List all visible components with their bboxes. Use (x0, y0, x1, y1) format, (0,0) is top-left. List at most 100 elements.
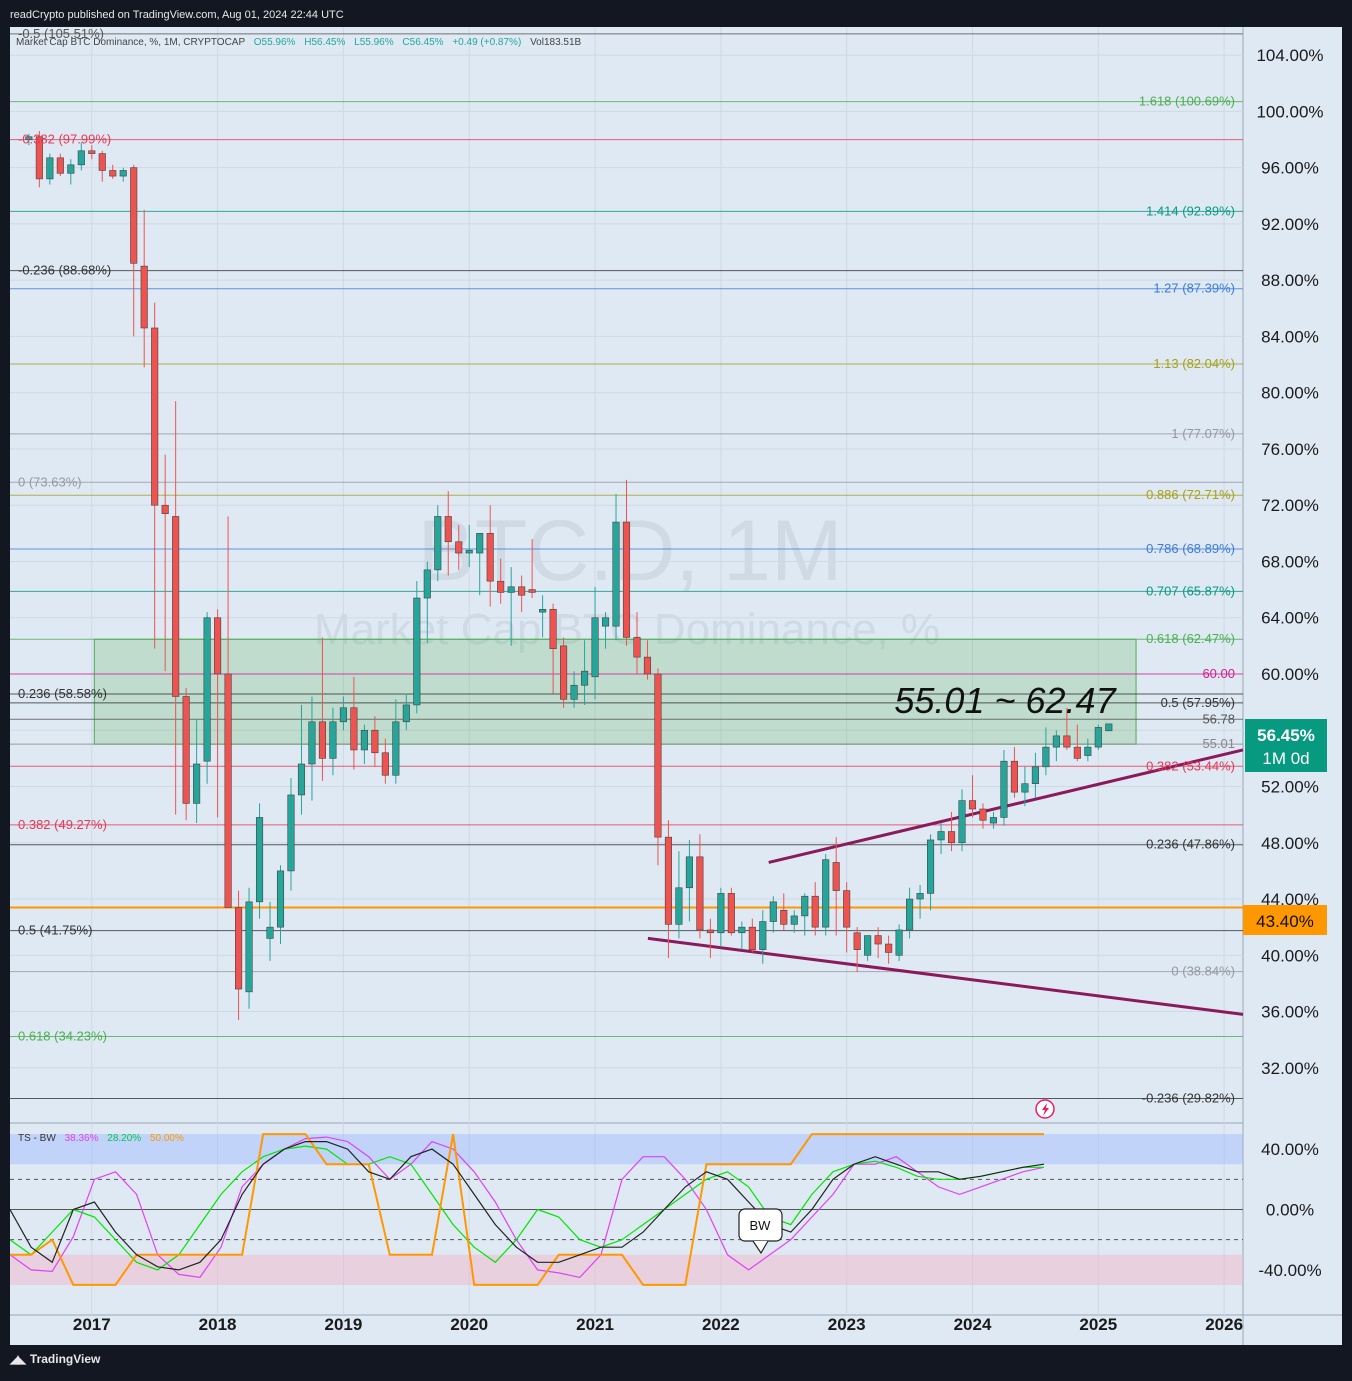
candle[interactable] (947, 811, 956, 852)
candle[interactable] (1063, 707, 1071, 750)
candle[interactable] (895, 924, 903, 961)
candle[interactable] (989, 811, 998, 829)
candle[interactable] (811, 882, 819, 936)
candle[interactable] (497, 558, 505, 604)
candle[interactable] (402, 693, 410, 731)
candle[interactable] (455, 524, 463, 570)
candle[interactable] (172, 401, 180, 815)
candle[interactable] (193, 718, 201, 824)
candle[interactable] (130, 164, 138, 337)
candle[interactable] (1042, 727, 1050, 776)
candle[interactable] (392, 699, 400, 784)
candle[interactable] (801, 893, 809, 936)
candle[interactable] (664, 820, 672, 959)
candle[interactable] (46, 153, 54, 185)
candle[interactable] (25, 133, 33, 146)
candle[interactable] (738, 921, 746, 950)
candle[interactable] (109, 164, 117, 179)
candle[interactable] (255, 803, 264, 919)
candle[interactable] (937, 823, 945, 855)
candle[interactable] (675, 851, 683, 939)
candle[interactable] (906, 887, 914, 939)
candle[interactable] (727, 887, 735, 936)
candle[interactable] (685, 839, 693, 922)
candle[interactable] (581, 640, 589, 705)
candle[interactable] (769, 896, 777, 933)
candle[interactable] (570, 671, 578, 708)
candle[interactable] (717, 887, 725, 947)
bolt-alert-icon[interactable] (1035, 1099, 1055, 1119)
candle[interactable] (1052, 730, 1060, 762)
candle[interactable] (507, 567, 515, 646)
candle[interactable] (276, 865, 285, 945)
candle[interactable] (371, 716, 379, 767)
candle[interactable] (759, 910, 767, 964)
candle[interactable] (140, 209, 148, 368)
candle[interactable] (98, 150, 106, 182)
candle[interactable] (56, 153, 64, 177)
candle[interactable] (1010, 747, 1018, 798)
candle[interactable] (1031, 752, 1039, 798)
candle[interactable] (77, 142, 85, 171)
candle[interactable] (1105, 723, 1113, 732)
candle[interactable] (266, 901, 274, 961)
candle[interactable] (1084, 738, 1092, 762)
candle[interactable] (874, 927, 882, 959)
candle[interactable] (339, 696, 347, 731)
candle[interactable] (832, 837, 840, 936)
candle[interactable] (780, 893, 788, 930)
candle[interactable] (318, 637, 326, 781)
candle[interactable] (979, 803, 987, 829)
candle[interactable] (790, 910, 798, 933)
chart-svg[interactable]: BTC.D, 1M Market Cap BTC Dominance, % -0… (9, 26, 1342, 1345)
candle[interactable] (643, 640, 652, 680)
candle[interactable] (287, 778, 295, 891)
candle[interactable] (88, 145, 96, 160)
candle[interactable] (864, 935, 872, 961)
candle[interactable] (297, 704, 306, 815)
candle[interactable] (958, 789, 966, 852)
candle[interactable] (612, 493, 620, 641)
trendline-lower[interactable] (647, 936, 1244, 1016)
candle[interactable] (350, 676, 358, 770)
candle[interactable] (654, 668, 662, 866)
candle[interactable] (434, 505, 442, 582)
candle[interactable] (119, 167, 127, 182)
candle[interactable] (203, 612, 211, 784)
candle[interactable] (706, 918, 714, 959)
candle[interactable] (633, 612, 641, 674)
candle[interactable] (245, 887, 253, 1009)
candle[interactable] (182, 688, 190, 821)
candle[interactable] (885, 935, 893, 964)
candle[interactable] (465, 524, 473, 568)
candle[interactable] (308, 696, 316, 801)
candle[interactable] (591, 586, 599, 700)
candle[interactable] (549, 603, 557, 694)
candle[interactable] (476, 533, 484, 596)
candle[interactable] (822, 854, 830, 936)
candle[interactable] (539, 595, 547, 638)
candle[interactable] (224, 516, 232, 908)
candle[interactable] (518, 575, 526, 613)
candle[interactable] (67, 159, 75, 185)
candle[interactable] (843, 882, 851, 953)
candle[interactable] (423, 561, 431, 644)
candle[interactable] (444, 491, 452, 576)
candle[interactable] (748, 918, 756, 953)
candle[interactable] (601, 612, 610, 649)
candle[interactable] (161, 454, 169, 672)
candle[interactable] (968, 775, 977, 818)
candle[interactable] (360, 724, 368, 765)
candle[interactable] (560, 637, 568, 708)
candle[interactable] (329, 707, 337, 776)
candle[interactable] (1000, 749, 1008, 826)
candle[interactable] (486, 505, 494, 607)
candle[interactable] (413, 581, 421, 714)
candle[interactable] (151, 302, 159, 649)
candle[interactable] (381, 738, 389, 784)
candle[interactable] (235, 890, 243, 1020)
candle[interactable] (528, 538, 536, 599)
candle[interactable] (1021, 766, 1029, 807)
candle[interactable] (927, 834, 935, 911)
candle[interactable] (1073, 724, 1081, 762)
